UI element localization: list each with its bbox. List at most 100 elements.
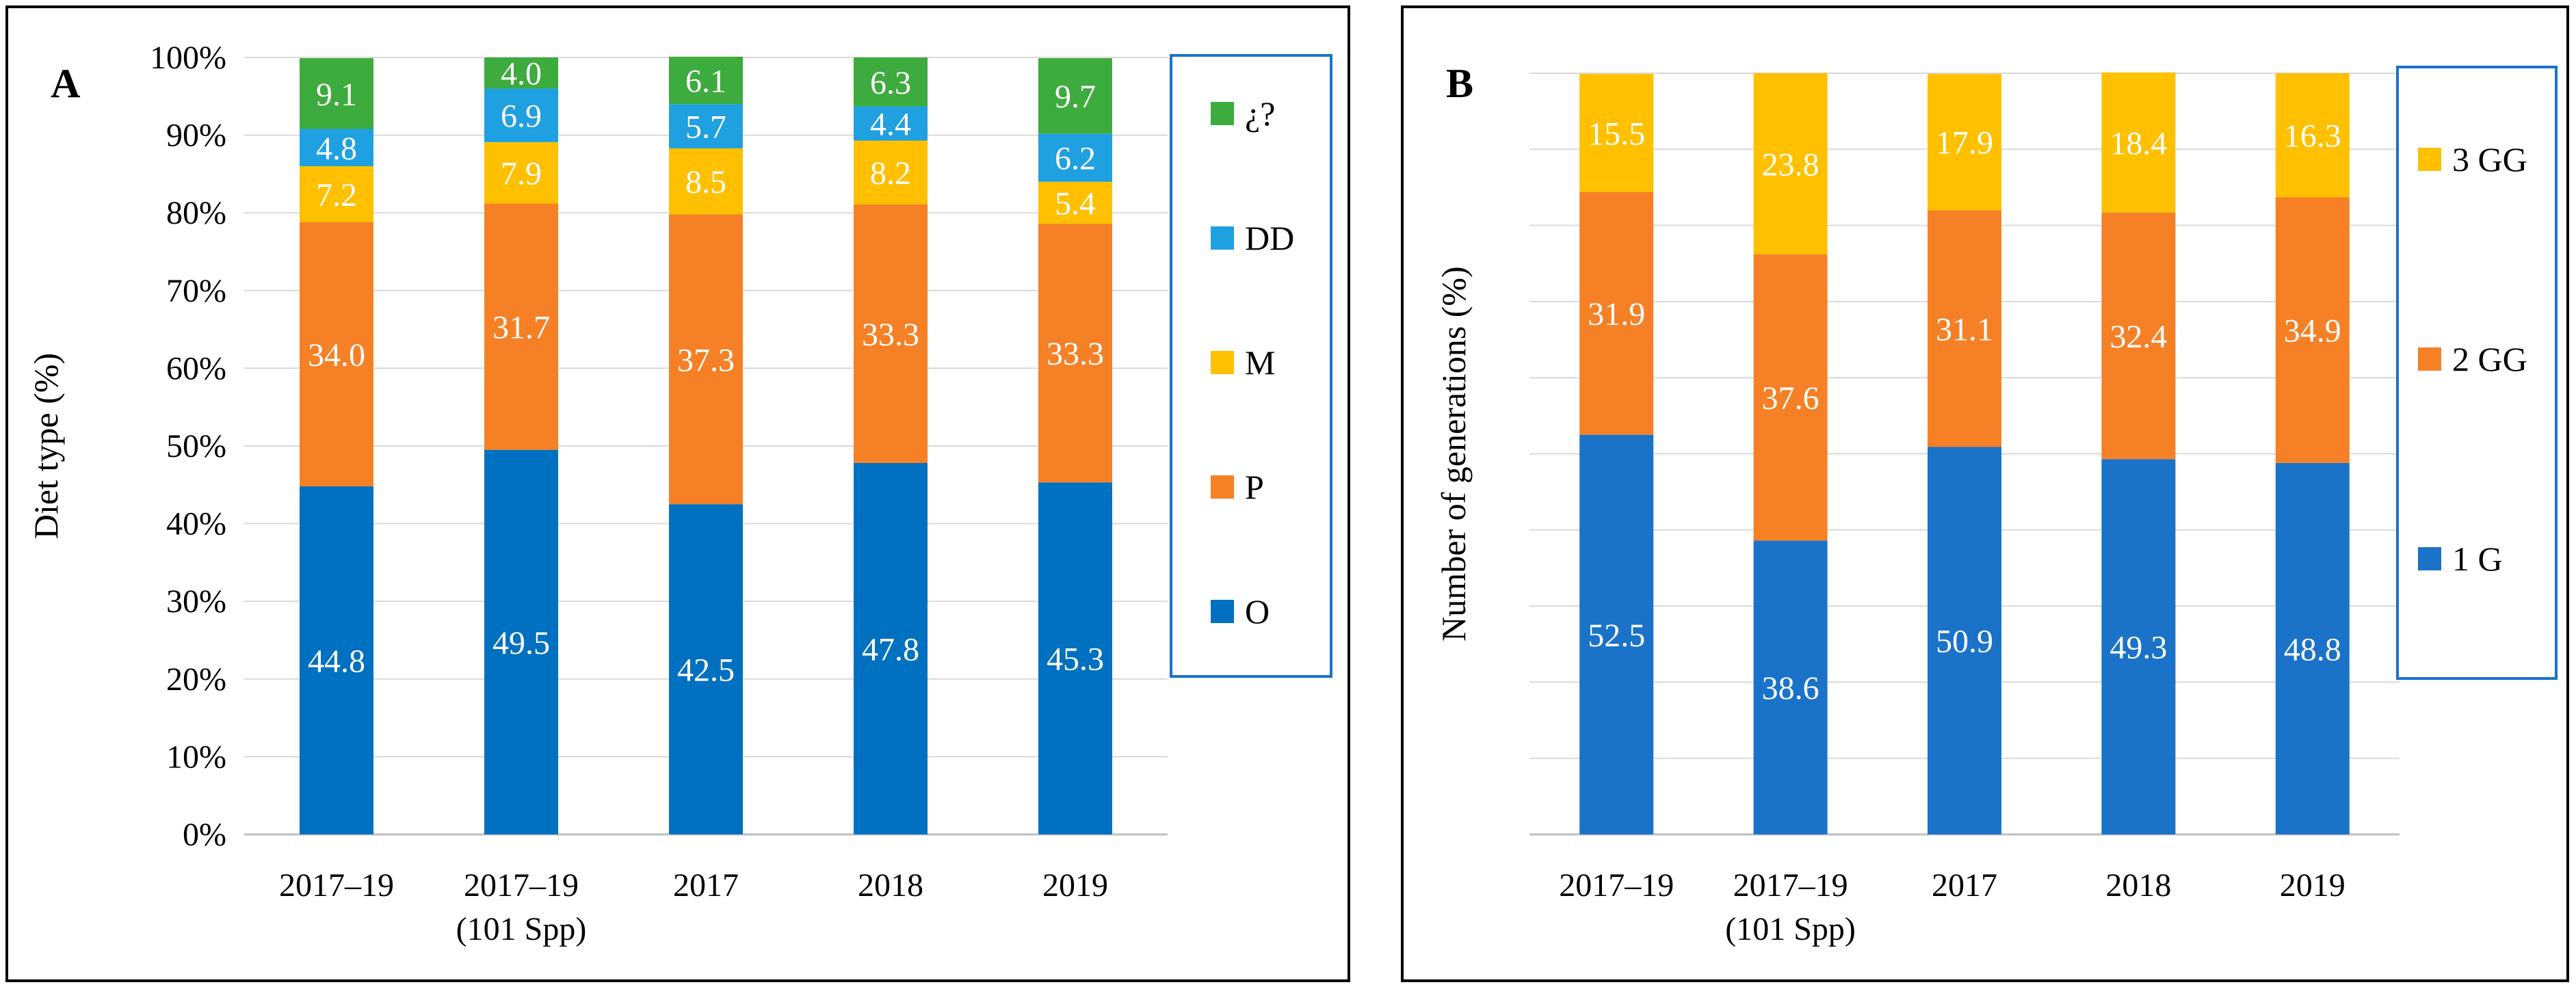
a-data-label-p: 34.0: [308, 337, 365, 373]
a-data-label-m: 8.2: [870, 155, 911, 192]
b-bar-1-g: [1579, 434, 1654, 834]
a-data-label-unknown: 6.1: [685, 64, 726, 100]
a-bar-unknown: [1038, 58, 1112, 134]
a-bar-unknown: [484, 57, 558, 89]
a-bar-p: [854, 204, 928, 463]
panel-a: 0% 10% 20% 30% 40% 50% 60% 70% 80% 90% 100% Diet ty…: [5, 5, 1350, 982]
a-y-tick-label: 40%: [166, 506, 226, 542]
a-legend-swatch-unknown: [1211, 102, 1234, 125]
panel-b: Number of generations (%) B 52.5 31.9 15.5 20…: [1401, 5, 2569, 982]
a-data-label-m: 8.5: [685, 164, 726, 200]
b-panel-label: B: [1446, 61, 1473, 106]
a-bar-o: [300, 486, 373, 834]
a-data-label-unknown: 6.3: [870, 65, 911, 101]
a-bar-o: [1038, 482, 1112, 834]
b-category-label: 2018: [2105, 867, 2171, 904]
a-data-label-unknown: 4.0: [501, 56, 542, 92]
a-category-label: 2017–19: [464, 867, 579, 904]
b-bar-2-gg: [2101, 212, 2176, 460]
b-legend-swatch-1-g: [2418, 547, 2441, 570]
a-data-label-m: 7.9: [501, 156, 542, 192]
a-bar-m: [484, 142, 558, 204]
a-y-tick-label: 0%: [183, 817, 226, 853]
b-y-axis-label: Number of generations (%): [1434, 266, 1473, 641]
a-bar-p: [1038, 224, 1112, 483]
a-bar-dd: [669, 104, 743, 148]
a-data-label-m: 7.2: [316, 177, 357, 213]
b-bar-1-g: [2101, 459, 2176, 834]
a-bar-m: [1038, 181, 1112, 224]
b-data-label-2-gg: 31.9: [1588, 296, 1645, 332]
a-data-label-m: 5.4: [1055, 185, 1096, 222]
a-legend-label-dd: DD: [1245, 219, 1294, 257]
a-data-label-dd: 4.8: [316, 131, 357, 167]
a-category-label: (101 Spp): [456, 911, 587, 947]
a-y-tick-label: 80%: [166, 195, 226, 231]
a-bar-unknown: [300, 58, 373, 129]
b-bar-1-g: [2275, 462, 2350, 834]
b-legend-label-1-g: 1 G: [2452, 540, 2503, 578]
a-bar-p: [300, 222, 373, 487]
chart-a-svg: 0% 10% 20% 30% 40% 50% 60% 70% 80% 90% 100% Diet ty…: [27, 40, 1332, 947]
a-data-label-unknown: 9.7: [1055, 79, 1096, 115]
b-bar-1-g: [1928, 447, 2001, 834]
a-legend-swatch-p: [1211, 475, 1234, 499]
a-bar-m: [669, 148, 743, 215]
a-bar-p: [669, 214, 743, 505]
a-data-label-o: 47.8: [862, 631, 919, 668]
a-data-label-dd: 4.4: [870, 107, 911, 143]
a-y-tick-label: 100%: [150, 40, 226, 76]
a-data-label-dd: 5.7: [685, 109, 726, 146]
a-legend-label-unknown: ¿?: [1245, 94, 1275, 133]
a-bar-dd: [1038, 133, 1112, 182]
a-bar-p: [484, 203, 558, 450]
a-y-axis-label: Diet type (%): [27, 353, 65, 539]
a-bar-unknown: [854, 57, 928, 107]
a-y-tick-label: 60%: [166, 350, 226, 386]
a-data-label-o: 44.8: [308, 644, 365, 680]
a-data-label-p: 31.7: [492, 310, 550, 346]
a-data-label-o: 42.5: [677, 652, 735, 689]
b-data-label-3-gg: 17.9: [1936, 125, 1993, 161]
b-bar-2-gg: [1753, 254, 1828, 541]
b-bar-3-gg: [2275, 73, 2350, 198]
b-data-label-3-gg: 18.4: [2110, 125, 2167, 161]
b-bar-1-g: [1753, 540, 1828, 834]
b-legend-swatch-2-gg: [2418, 347, 2441, 371]
b-data-label-3-gg: 15.5: [1588, 116, 1645, 152]
b-bar-3-gg: [2101, 72, 2176, 213]
b-data-label-3-gg: 16.3: [2284, 118, 2341, 155]
b-data-label-2-gg: 34.9: [2284, 313, 2341, 350]
a-data-label-dd: 6.2: [1055, 141, 1096, 177]
a-data-label-p: 33.3: [862, 317, 919, 353]
a-data-label-p: 37.3: [677, 342, 735, 378]
b-category-label: (101 Spp): [1725, 911, 1856, 947]
b-data-label-1-g: 48.8: [2284, 631, 2341, 668]
a-data-label-o: 45.3: [1047, 642, 1104, 678]
a-y-tick-label: 30%: [166, 583, 226, 620]
chart-b-svg: Number of generations (%) B 52.5 31.9 15.5 20…: [1434, 61, 2558, 947]
a-category-label: 2017–19: [279, 867, 394, 904]
b-legend-swatch-3-gg: [2418, 148, 2441, 171]
b-bar-3-gg: [1928, 74, 2001, 211]
a-bar-o: [854, 462, 928, 834]
b-category-label: 2017: [1932, 867, 1997, 904]
b-category-label: 2019: [2280, 867, 2345, 904]
a-panel-label: A: [51, 61, 80, 106]
a-legend-label-o: O: [1245, 592, 1270, 631]
b-data-label-2-gg: 32.4: [2110, 319, 2167, 355]
a-legend-box: [1170, 54, 1332, 678]
a-data-label-p: 33.3: [1047, 336, 1104, 372]
a-bar-dd: [300, 129, 373, 167]
a-y-tick-label: 20%: [166, 661, 226, 698]
b-data-label-2-gg: 37.6: [1762, 380, 1819, 417]
a-y-tick-label: 90%: [166, 118, 226, 154]
a-category-label: 2018: [858, 867, 923, 904]
a-data-label-unknown: 9.1: [316, 77, 357, 113]
b-data-label-2-gg: 31.1: [1936, 311, 1993, 347]
a-bar-o: [484, 449, 558, 834]
b-bar-2-gg: [1928, 210, 2001, 447]
b-data-label-3-gg: 23.8: [1762, 146, 1819, 183]
a-bar-dd: [854, 106, 928, 141]
b-data-label-1-g: 49.3: [2110, 630, 2167, 666]
